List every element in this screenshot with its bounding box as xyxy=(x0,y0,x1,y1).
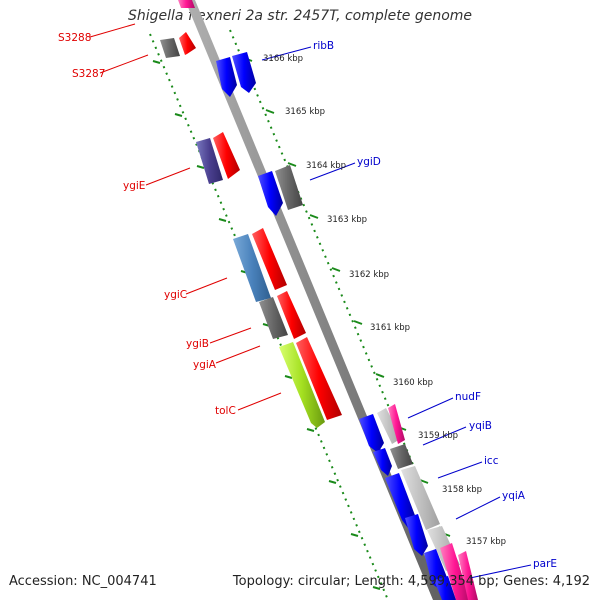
scale-tick-label: 3164 kbp xyxy=(306,161,346,171)
gene-label-ribb: ribB xyxy=(313,40,334,52)
gene-label-ygib: ygiB xyxy=(186,338,209,350)
left-dashed-guide xyxy=(149,33,389,600)
genome-summary: Topology: circular; Length: 4,599,354 bp… xyxy=(232,574,590,589)
gene-parE-3 xyxy=(458,551,478,600)
scale-tick-label: 3160 kbp xyxy=(393,378,433,388)
gene-nudF xyxy=(359,414,384,453)
gene-icc xyxy=(385,473,416,528)
gene-label-s3287: S3287 xyxy=(72,68,105,80)
scale-tick-label: 3158 kbp xyxy=(442,485,482,495)
left-gene-labels: S3288 S3287 ygiE ygiC ygiB ygiA tolC xyxy=(58,32,236,417)
gene-tolC xyxy=(279,342,325,428)
gene-ygiD xyxy=(258,171,283,216)
right-dashed-guide xyxy=(229,29,471,600)
scale-tick-label: 3157 kbp xyxy=(466,537,506,547)
gene-label-ygic: ygiC xyxy=(164,289,187,301)
accession-label: Accession: NC_004741 xyxy=(9,574,157,589)
gene-ribB xyxy=(216,57,237,97)
gene-yqiA xyxy=(405,514,428,556)
left-minor-ticks xyxy=(152,60,381,590)
gene-s3287 xyxy=(179,32,196,55)
gene-ygiC-2 xyxy=(252,228,287,290)
gene-s3288 xyxy=(160,38,180,58)
kbp-scale-labels: 3166 kbp 3165 kbp 3164 kbp 3163 kbp 3162 kbp… xyxy=(263,54,506,547)
scale-tick-label: 3159 kbp xyxy=(418,431,458,441)
gene-label-ygia: ygiA xyxy=(193,359,217,371)
gene-label-icc: icc xyxy=(484,455,499,467)
gene-label-nudf: nudF xyxy=(455,391,481,403)
gene-ygiE-2 xyxy=(213,132,240,179)
gene-top-pink xyxy=(178,0,195,8)
gene-label-s3288: S3288 xyxy=(58,32,91,44)
gene-nudF-3 xyxy=(388,404,405,444)
genome-title: Shigella flexneri 2a str. 2457T, complet… xyxy=(127,8,473,24)
gene-icc-2 xyxy=(401,466,440,530)
gene-label-yqia: yqiA xyxy=(502,490,526,502)
gene-ygiB-2 xyxy=(277,291,306,339)
gene-label-yqib: yqiB xyxy=(469,420,492,432)
gene-ygiC xyxy=(233,234,271,302)
scale-tick-label: 3166 kbp xyxy=(263,54,303,64)
gene-ygiE xyxy=(196,138,223,184)
scale-tick-label: 3163 kbp xyxy=(327,215,367,225)
gene-label-ygie: ygiE xyxy=(123,180,145,192)
gene-bottom-blue xyxy=(434,576,456,600)
gene-label-ygid: ygiD xyxy=(357,156,381,168)
right-gene-labels: ribB ygiD nudF yqiB icc yqiA parE xyxy=(313,40,557,570)
left-leaders xyxy=(89,23,282,411)
gene-yqiB xyxy=(373,448,392,476)
scale-tick-label: 3162 kbp xyxy=(349,270,389,280)
gene-ygiA xyxy=(296,337,342,420)
right-leaders xyxy=(261,46,532,579)
scale-tick-label: 3161 kbp xyxy=(370,323,410,333)
gene-ygiB xyxy=(259,297,288,339)
gene-yqiB-2 xyxy=(390,444,413,469)
right-major-ticks xyxy=(243,57,451,537)
gene-ygiD-2 xyxy=(275,165,303,210)
gene-label-tolc: tolC xyxy=(215,405,236,417)
scale-tick-label: 3165 kbp xyxy=(285,107,325,117)
gene-ribB-2 xyxy=(232,52,256,93)
gene-parE-2 xyxy=(440,543,470,600)
gene-label-pare: parE xyxy=(533,558,557,570)
